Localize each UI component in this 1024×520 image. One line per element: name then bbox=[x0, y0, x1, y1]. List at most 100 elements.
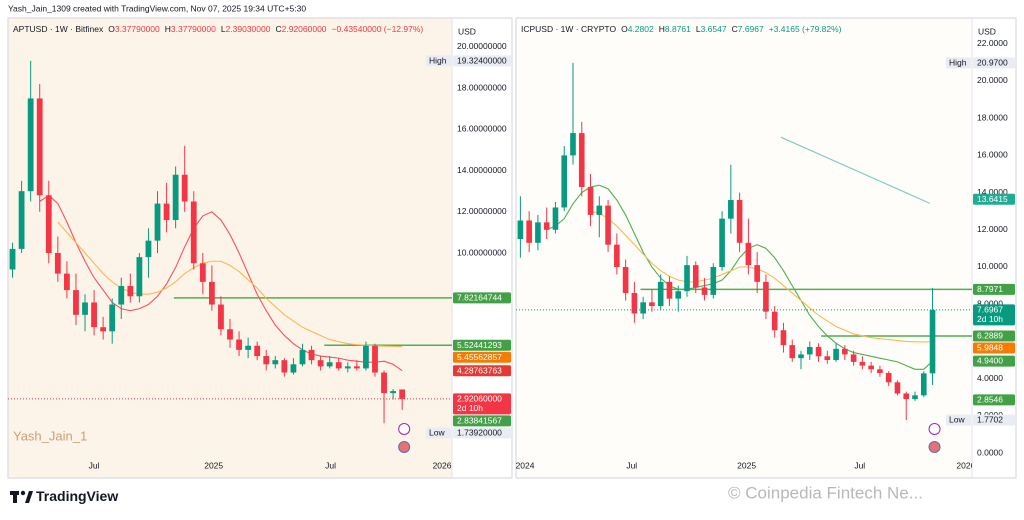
candle-body bbox=[868, 365, 874, 370]
candle-body bbox=[771, 311, 778, 331]
candle-body bbox=[842, 348, 848, 355]
y-tick-label: 8.0000 bbox=[977, 298, 1003, 308]
price-tag bbox=[453, 365, 511, 377]
candle-body bbox=[363, 345, 369, 369]
price-tag bbox=[453, 427, 511, 439]
candle-body bbox=[381, 372, 387, 394]
y-tick-label: 20.0000 bbox=[977, 75, 1008, 85]
alert-icon bbox=[928, 423, 941, 435]
price-tag-label: 19.32400000 bbox=[457, 55, 507, 65]
candle-body bbox=[912, 395, 918, 400]
candle-body bbox=[136, 257, 143, 297]
y-tick-label: 16.00000000 bbox=[457, 124, 507, 134]
candle-body bbox=[254, 345, 261, 357]
price-tag-countdown: 2d 10h bbox=[977, 314, 1003, 324]
candle-body bbox=[850, 354, 857, 362]
price-tag-label: 13.6415 bbox=[977, 194, 1008, 204]
y-tick-label: 12.00000000 bbox=[457, 206, 507, 216]
candle-body bbox=[154, 203, 161, 241]
candle-body bbox=[236, 339, 242, 350]
candle-body bbox=[45, 195, 52, 254]
candle-body bbox=[317, 360, 324, 367]
price-tag bbox=[453, 351, 511, 363]
legend-change: +3.4165 (+79.82%) bbox=[769, 24, 842, 34]
candle-body bbox=[657, 281, 664, 307]
candle-body bbox=[163, 203, 170, 221]
plot-background bbox=[8, 18, 452, 478]
price-tag-caption-box bbox=[426, 427, 451, 439]
price-tag bbox=[973, 394, 1015, 406]
price-tag-caption-box bbox=[946, 414, 971, 426]
candle-body bbox=[631, 293, 638, 314]
candle-body bbox=[798, 354, 804, 359]
candle-body bbox=[587, 187, 594, 215]
candle-body bbox=[118, 285, 125, 305]
candle-body bbox=[308, 349, 315, 361]
candle-body bbox=[172, 174, 179, 221]
x-tick-label: 2025 bbox=[204, 460, 223, 470]
x-tick-label: Jul bbox=[854, 460, 865, 470]
candle-body bbox=[109, 304, 116, 332]
user-watermark: Yash_Jain_1 bbox=[13, 428, 87, 443]
logo-part bbox=[25, 491, 33, 503]
candle-body bbox=[245, 345, 252, 350]
currency-label: USD bbox=[458, 26, 476, 36]
moving-average bbox=[546, 184, 933, 370]
legend-value: 4.2802 bbox=[628, 24, 654, 34]
chart-panel: 2024Jul2025Jul20260.00002.00004.00008.00… bbox=[515, 17, 1017, 479]
candle-body bbox=[920, 373, 927, 396]
candle-body bbox=[561, 155, 568, 208]
legend-key: H bbox=[659, 24, 665, 34]
legend-key: H bbox=[165, 24, 171, 34]
plot-area: Yash_Jain_1 Jul 2025 Jul 2026 bbox=[8, 60, 452, 470]
legend-symbol: APTUSD · 1W · Bitfinex bbox=[13, 24, 104, 34]
y-tick-label: 18.0000 bbox=[977, 112, 1008, 122]
x-tick-label: Jul bbox=[325, 460, 336, 470]
candle-body bbox=[100, 327, 107, 332]
header-caption: Yash_Jain_1309 created with TradingView.… bbox=[8, 3, 306, 13]
price-tag-caption-box bbox=[946, 57, 971, 69]
price-tag-countdown: 2d 10h bbox=[457, 403, 483, 413]
legend-key: C bbox=[732, 24, 738, 34]
flag-icon bbox=[928, 441, 941, 453]
legend-value: 3.37790000 bbox=[115, 24, 160, 34]
candle-body bbox=[649, 302, 655, 307]
price-tag bbox=[973, 283, 1015, 295]
candle-body bbox=[824, 356, 831, 361]
legend-value: 8.8761 bbox=[665, 24, 691, 34]
price-tag-label: 8.7971 bbox=[977, 284, 1003, 294]
candle-body bbox=[684, 265, 690, 292]
x-tick-label: 2025 bbox=[737, 460, 756, 470]
legend-symbol: ICPUSD · 1W · CRYPTO bbox=[521, 24, 616, 34]
price-tag-label: 4.28763763 bbox=[457, 365, 502, 375]
price-tag-label: 1.7702 bbox=[977, 415, 1003, 425]
price-tag-caption: High bbox=[949, 57, 967, 67]
price-tag-label: 5.52441293 bbox=[457, 340, 502, 350]
candle-body bbox=[27, 98, 34, 192]
candle-body bbox=[199, 263, 206, 282]
candle-body bbox=[763, 281, 769, 312]
candle-body bbox=[570, 133, 576, 156]
price-tag-label: 5.9848 bbox=[977, 343, 1003, 353]
candle-body bbox=[666, 281, 673, 299]
legend-key: O bbox=[108, 24, 115, 34]
candle-body bbox=[815, 346, 822, 357]
candle-body bbox=[290, 364, 297, 373]
price-tag bbox=[453, 339, 511, 351]
moving-average bbox=[57, 221, 403, 348]
candle-body bbox=[780, 330, 787, 346]
price-tag bbox=[973, 355, 1015, 367]
price-tag-label: 7.82164744 bbox=[457, 292, 502, 302]
y-tick-label: 10.0000 bbox=[977, 261, 1008, 271]
candle-body bbox=[181, 174, 188, 202]
candle-body bbox=[929, 309, 936, 374]
candle-body bbox=[622, 266, 629, 294]
price-tag-caption: Low bbox=[429, 427, 445, 437]
candle-body bbox=[745, 242, 752, 266]
candle-body bbox=[326, 362, 333, 367]
price-tag bbox=[973, 330, 1015, 342]
candle-body bbox=[299, 349, 306, 365]
candle-body bbox=[552, 207, 559, 230]
y-tick-label: 20.00000000 bbox=[457, 41, 507, 51]
price-tag bbox=[453, 393, 511, 415]
